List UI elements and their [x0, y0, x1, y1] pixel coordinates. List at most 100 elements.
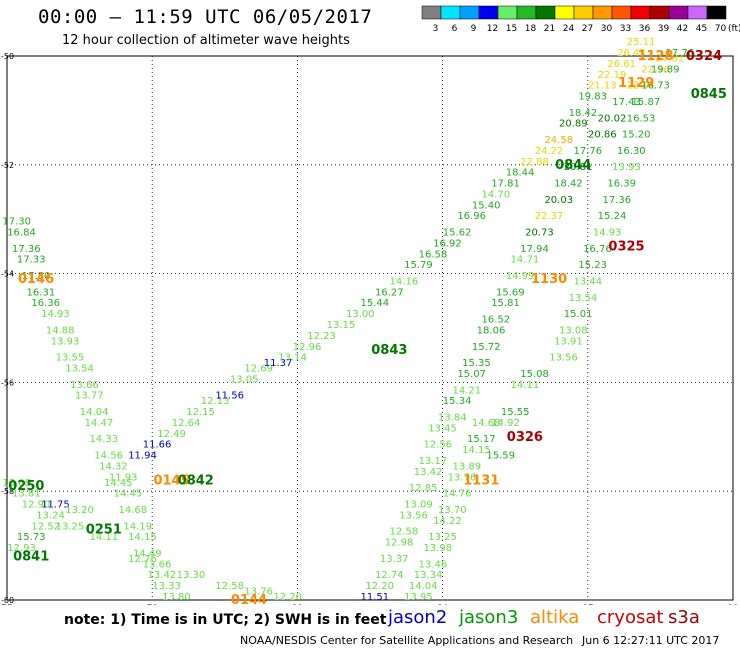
latitude-tick-label: -60 — [1, 596, 14, 605]
wave-height-label: 15.34 — [443, 396, 472, 407]
colorbar-tick-label: 27 — [582, 24, 593, 34]
wave-height-label: 15.44 — [361, 298, 390, 309]
wave-height-label: 16.92 — [433, 238, 462, 249]
wave-height-label: 13.20 — [65, 505, 94, 516]
wave-height-label: 13.80 — [162, 592, 191, 603]
colorbar-swatch — [573, 5, 594, 20]
wave-height-label: 13.15 — [327, 320, 356, 331]
wave-height-label: 13.17 — [419, 456, 448, 467]
wave-height-label: 14.93 — [593, 228, 622, 239]
wave-height-label: 13.33 — [152, 581, 181, 592]
longitude-tick-label: 87 — [582, 604, 593, 605]
wave-height-label: 13.56 — [549, 353, 578, 364]
wave-height-label: 14.19 — [123, 521, 152, 532]
pass-time-label: 0251 — [86, 522, 122, 537]
satellite-legend-altika: altika — [530, 607, 580, 628]
wave-height-label: 15.24 — [598, 211, 627, 222]
wave-height-label: 15.69 — [496, 287, 525, 298]
wave-height-label: 12.98 — [385, 538, 414, 549]
wave-height-label: 17.94 — [520, 244, 549, 255]
wave-height-label: 15.72 — [472, 342, 501, 353]
wave-height-label: 13.14 — [278, 353, 307, 364]
wave-height-label: 13.89 — [452, 461, 481, 472]
wave-height-label: 14.15 — [128, 532, 157, 543]
wave-height-label: 22.88 — [520, 157, 549, 168]
wave-height-label: 13.08 — [2, 478, 31, 489]
wave-height-label: 22.56 — [641, 64, 670, 75]
credit-text: NOAA/NESDIS Center for Satellite Applica… — [240, 634, 574, 647]
colorbar-swatch — [478, 5, 499, 20]
wave-height-label: 13.77 — [75, 391, 104, 402]
wave-height-label: 14.68 — [472, 418, 501, 429]
wave-height-label: 15.73 — [17, 532, 46, 543]
wave-height-label: 14.71 — [511, 255, 540, 266]
wave-height-label: 17.76 — [573, 146, 602, 157]
longitude-tick-label: 78 — [146, 604, 158, 605]
wave-height-label: 12.96 — [293, 342, 322, 353]
satellite-legend-jason3: jason3 — [459, 607, 519, 628]
wave-height-label: 13.30 — [177, 570, 206, 581]
wave-height-label: 15.55 — [501, 407, 530, 418]
wave-height-label: 13.98 — [423, 543, 452, 554]
satellite-legend-cryosat: cryosat — [597, 607, 664, 628]
pass-time-label: 1128 — [637, 49, 673, 64]
wave-height-label: 22.37 — [535, 211, 564, 222]
wave-height-label: 14.56 — [94, 451, 123, 462]
latitude-tick-label: -58 — [1, 487, 14, 496]
pass-time-label: 0146 — [18, 272, 54, 287]
wave-height-label: 19.89 — [651, 64, 680, 75]
wave-height-label: 12.15 — [186, 407, 215, 418]
wave-height-label: 25.11 — [627, 37, 656, 48]
wave-height-label: 12.93 — [7, 543, 36, 554]
wave-height-label: 13.93 — [51, 336, 80, 347]
colorbar-swatch — [516, 5, 537, 20]
colorbar-tick-label: 3 — [433, 24, 439, 34]
wave-height-label: 14.33 — [89, 434, 118, 445]
latitude-tick-label: -56 — [1, 378, 14, 387]
wave-height-label: 15.07 — [457, 369, 486, 380]
pass-time-label: 0325 — [608, 239, 644, 254]
wave-height-label: 13.66 — [70, 380, 99, 391]
wave-height-label: 26.43 — [617, 48, 646, 59]
wave-height-label: 13.00 — [346, 309, 375, 320]
wave-height-label: 17.36 — [603, 195, 632, 206]
wave-height-label: 14.04 — [80, 407, 109, 418]
wave-height-label: 12.76 — [128, 554, 157, 565]
wave-height-label: 17.43 — [612, 97, 641, 108]
wave-height-label: 12.58 — [215, 581, 244, 592]
wave-height-label: 11.51 — [361, 592, 390, 603]
wave-height-label: 13.76 — [244, 587, 273, 598]
latitude-tick-label: -54 — [1, 270, 14, 279]
wave-height-label: 13.66 — [143, 559, 172, 570]
wave-height-label: 22.01 — [627, 81, 656, 92]
wave-height-label: 13.56 — [399, 510, 428, 521]
pass-time-label: 0250 — [8, 479, 44, 494]
wave-height-label: 11.94 — [128, 451, 157, 462]
pass-time-label: 1129 — [618, 76, 654, 91]
title: 00:00 – 11:59 UTC 06/05/2017 — [38, 6, 373, 28]
colorbar-swatch — [497, 5, 518, 20]
wave-height-label: 14.45 — [104, 478, 133, 489]
wave-height-label: 18.06 — [477, 325, 506, 336]
wave-height-label: 12.69 — [244, 364, 273, 375]
wave-height-label: 15.01 — [564, 309, 593, 320]
wave-height-label: 17.30 — [2, 217, 31, 228]
wave-height-label: 24.58 — [544, 135, 573, 146]
wave-height-label: 12.56 — [423, 440, 452, 451]
wave-height-label: 16.53 — [627, 113, 656, 124]
wave-height-label: 17.36 — [12, 244, 41, 255]
wave-height-label: 16.52 — [482, 315, 511, 326]
wave-height-label: 16.73 — [641, 81, 670, 92]
wave-height-label: 13.91 — [554, 336, 583, 347]
pass-time-label: 0145 — [153, 473, 189, 488]
wave-height-label: 13.45 — [428, 423, 457, 434]
wave-height-label: 15.35 — [462, 358, 491, 369]
wave-height-label: 12.52 — [31, 521, 60, 532]
colorbar-unit: (ft) — [728, 24, 740, 34]
wave-height-label: 14.93 — [41, 309, 70, 320]
wave-height-label: 12.49 — [157, 429, 186, 440]
wave-height-label: 13.76 — [448, 472, 477, 483]
altimeter-map: 36912151821242730333639424570(ft)7578818… — [1, 5, 740, 605]
wave-height-label: 15.40 — [472, 200, 501, 211]
colorbar-swatch — [440, 5, 461, 20]
